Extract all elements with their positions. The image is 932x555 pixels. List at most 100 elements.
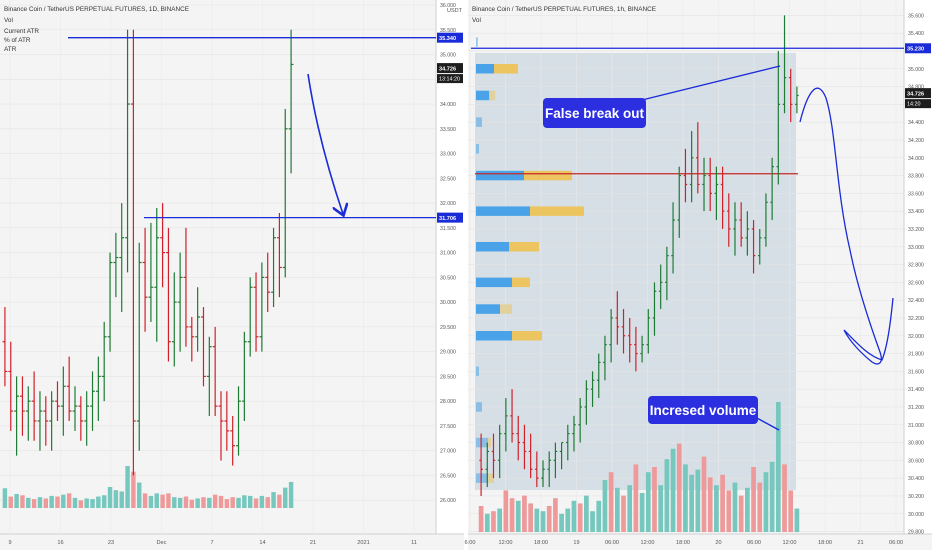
time-tick: Dec <box>157 540 167 546</box>
volume-profile-row <box>476 117 482 127</box>
price-tick: 31.800 <box>908 352 924 358</box>
volume-bar <box>701 456 707 532</box>
candle <box>683 148 688 203</box>
countdown-box <box>905 99 931 109</box>
volume-bar <box>236 497 241 508</box>
time-tick: 18:00 <box>818 540 832 546</box>
hourly-time-axis: 6:00 12:00 18:00 19 06:00 12:00 18:00 20 06:00 12… <box>465 540 903 546</box>
volume-bar <box>584 495 589 532</box>
volume-bar <box>131 471 136 508</box>
daily-price-axis-background <box>436 0 464 534</box>
volume-profile-row <box>476 242 539 252</box>
profile-up-bar <box>476 304 500 314</box>
volume-bar <box>664 459 670 532</box>
price-tick: 31.000 <box>908 423 924 429</box>
increased-volume-callout <box>648 396 758 424</box>
candle <box>696 122 700 194</box>
daily-indicator-vol: Vol <box>4 17 13 24</box>
candle <box>584 380 589 425</box>
profile-up-bar <box>476 117 482 127</box>
volume-bar <box>769 461 775 532</box>
volume-bar <box>528 503 533 532</box>
price-tick: 33.000 <box>440 152 456 158</box>
candle <box>72 386 78 431</box>
volume-profile-row <box>476 331 542 341</box>
price-tick: 31.500 <box>440 226 456 232</box>
daily-indicator-current-atr: Current ATR <box>4 28 39 35</box>
profile-up-bar <box>476 90 490 101</box>
price-tick: 27.500 <box>440 424 456 430</box>
volume-bar <box>670 448 676 532</box>
time-tick: 6:00 <box>465 540 476 546</box>
candle <box>702 157 706 212</box>
profile-up-bar <box>476 242 509 252</box>
price-label-box <box>437 63 463 74</box>
volume-bar <box>534 508 540 532</box>
price-tick: 33.200 <box>908 227 924 233</box>
price-tick: 32.800 <box>908 263 924 269</box>
candle <box>20 376 25 436</box>
volume-bar <box>546 506 552 532</box>
volume-bar <box>160 494 165 508</box>
volume-bar <box>577 503 583 532</box>
volume-bar <box>478 506 484 532</box>
daily-grid <box>0 0 436 534</box>
price-tick: 29.000 <box>440 350 456 356</box>
price-label-box <box>437 212 463 223</box>
volume-bar <box>224 499 230 508</box>
time-tick: 14 <box>259 540 265 546</box>
volume-bar <box>259 495 265 508</box>
candle <box>55 381 60 421</box>
profile-up-bar <box>476 437 488 448</box>
price-tick: 33.500 <box>440 127 456 133</box>
candle <box>25 386 31 441</box>
volume-bar <box>107 487 113 508</box>
candle <box>236 386 241 456</box>
candle <box>621 309 626 354</box>
price-tick: 28.500 <box>440 374 456 380</box>
volume-bar <box>695 469 701 532</box>
candle <box>101 321 107 402</box>
price-tick: 26.000 <box>440 498 456 504</box>
price-tick: 30.400 <box>908 476 924 482</box>
profile-up-bar <box>476 277 512 288</box>
candle <box>119 203 125 313</box>
volume-bar <box>602 480 608 532</box>
candle <box>113 232 119 298</box>
volume-bar <box>763 472 769 532</box>
candle <box>596 353 601 399</box>
candle <box>770 157 774 221</box>
candle <box>640 335 644 363</box>
time-tick: 12:00 <box>783 540 797 546</box>
candle <box>720 166 725 229</box>
price-tick: 33.400 <box>908 209 924 215</box>
price-tick: 32.000 <box>908 334 924 340</box>
hourly-chart: 29.800 30.000 30.200 30.400 30.600 30.800 31.0… <box>465 0 932 550</box>
profile-down-bar <box>489 90 496 101</box>
volume-profile-row <box>476 64 518 74</box>
volume-bar <box>720 474 725 532</box>
volume-bar <box>522 495 527 532</box>
volume-bar <box>61 494 66 508</box>
volume-profile-row <box>476 304 512 314</box>
candle <box>733 202 737 256</box>
volume-bar <box>154 493 159 508</box>
volume-bar <box>658 485 664 532</box>
price-tick: 36.000 <box>440 3 456 9</box>
time-tick: 9 <box>8 540 11 546</box>
volume-bar <box>788 490 794 532</box>
candle <box>652 282 657 336</box>
volume-bar <box>608 472 614 532</box>
volume-bar <box>49 495 54 508</box>
price-tick: 31.200 <box>908 405 924 411</box>
candle <box>95 356 101 421</box>
candle <box>31 371 37 441</box>
candle <box>522 424 527 470</box>
volume-bar <box>565 508 571 532</box>
volume-profile-row <box>476 170 572 181</box>
volume-profile-row <box>476 90 496 101</box>
volume-bar <box>20 495 25 508</box>
profile-up-bar <box>476 144 479 154</box>
candle <box>671 202 675 274</box>
